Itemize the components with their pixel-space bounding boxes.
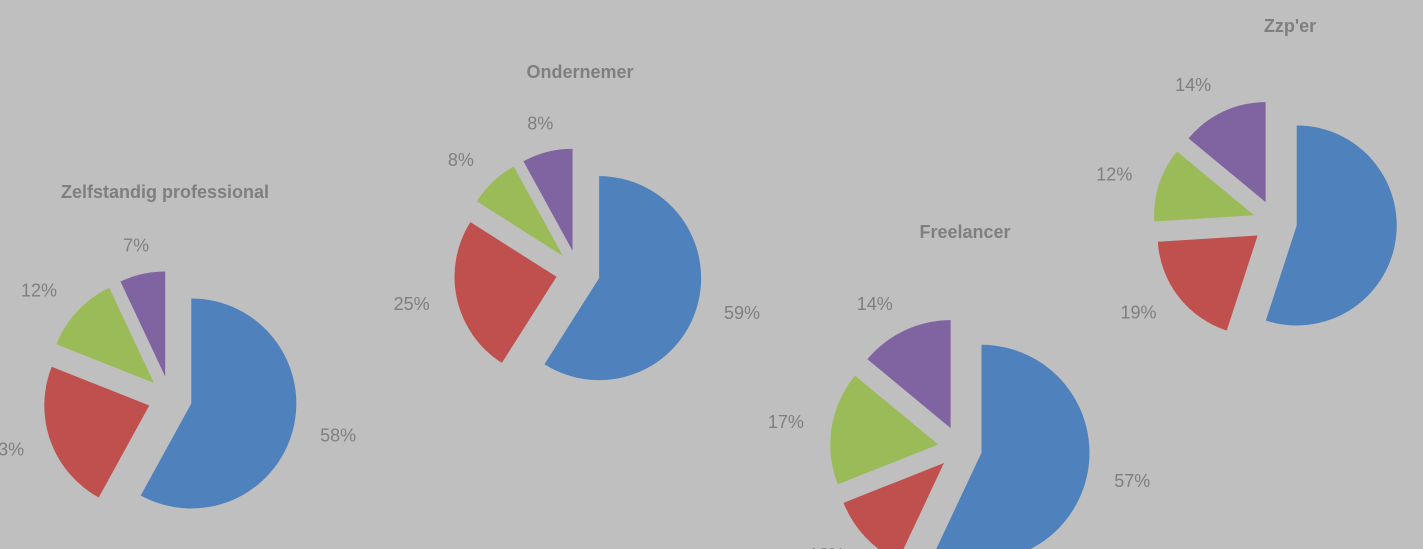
pie-slice — [936, 344, 1090, 549]
data-label: 7% — [123, 235, 149, 255]
data-label: 17% — [768, 412, 804, 432]
data-label: 8% — [448, 150, 474, 170]
pie-slice — [56, 287, 154, 383]
data-label: 12% — [1096, 164, 1132, 184]
pie-title: Zelfstandig professional — [61, 182, 269, 202]
pie-slice — [454, 222, 557, 363]
data-label: 23% — [0, 439, 24, 459]
data-label: 25% — [394, 294, 430, 314]
pie-slice — [1188, 102, 1266, 203]
data-label: 12% — [21, 281, 57, 301]
data-label: 57% — [1114, 471, 1150, 491]
pie-slice — [1265, 125, 1397, 326]
pie-slice — [44, 366, 150, 498]
pie-title: Ondernemer — [526, 62, 633, 82]
pie-slice — [1157, 235, 1258, 331]
data-label: 14% — [1175, 75, 1211, 95]
data-label: 19% — [1120, 303, 1156, 323]
pie-slice — [523, 148, 573, 251]
pie-slice — [830, 375, 939, 485]
pie-slice — [544, 176, 702, 381]
data-label: 12% — [809, 545, 845, 549]
pie-slice — [476, 166, 563, 256]
pie-slice — [867, 320, 951, 429]
data-label: 58% — [320, 425, 356, 445]
pie-slice — [1154, 151, 1255, 222]
pie-slice — [140, 298, 297, 509]
data-label: 8% — [527, 114, 553, 134]
pie-slice — [120, 271, 166, 377]
data-label: 59% — [724, 303, 760, 323]
data-label: 14% — [857, 294, 893, 314]
pie-slice — [843, 463, 944, 549]
pie-title: Zzp'er — [1264, 16, 1316, 36]
pie-title: Freelancer — [919, 222, 1010, 242]
